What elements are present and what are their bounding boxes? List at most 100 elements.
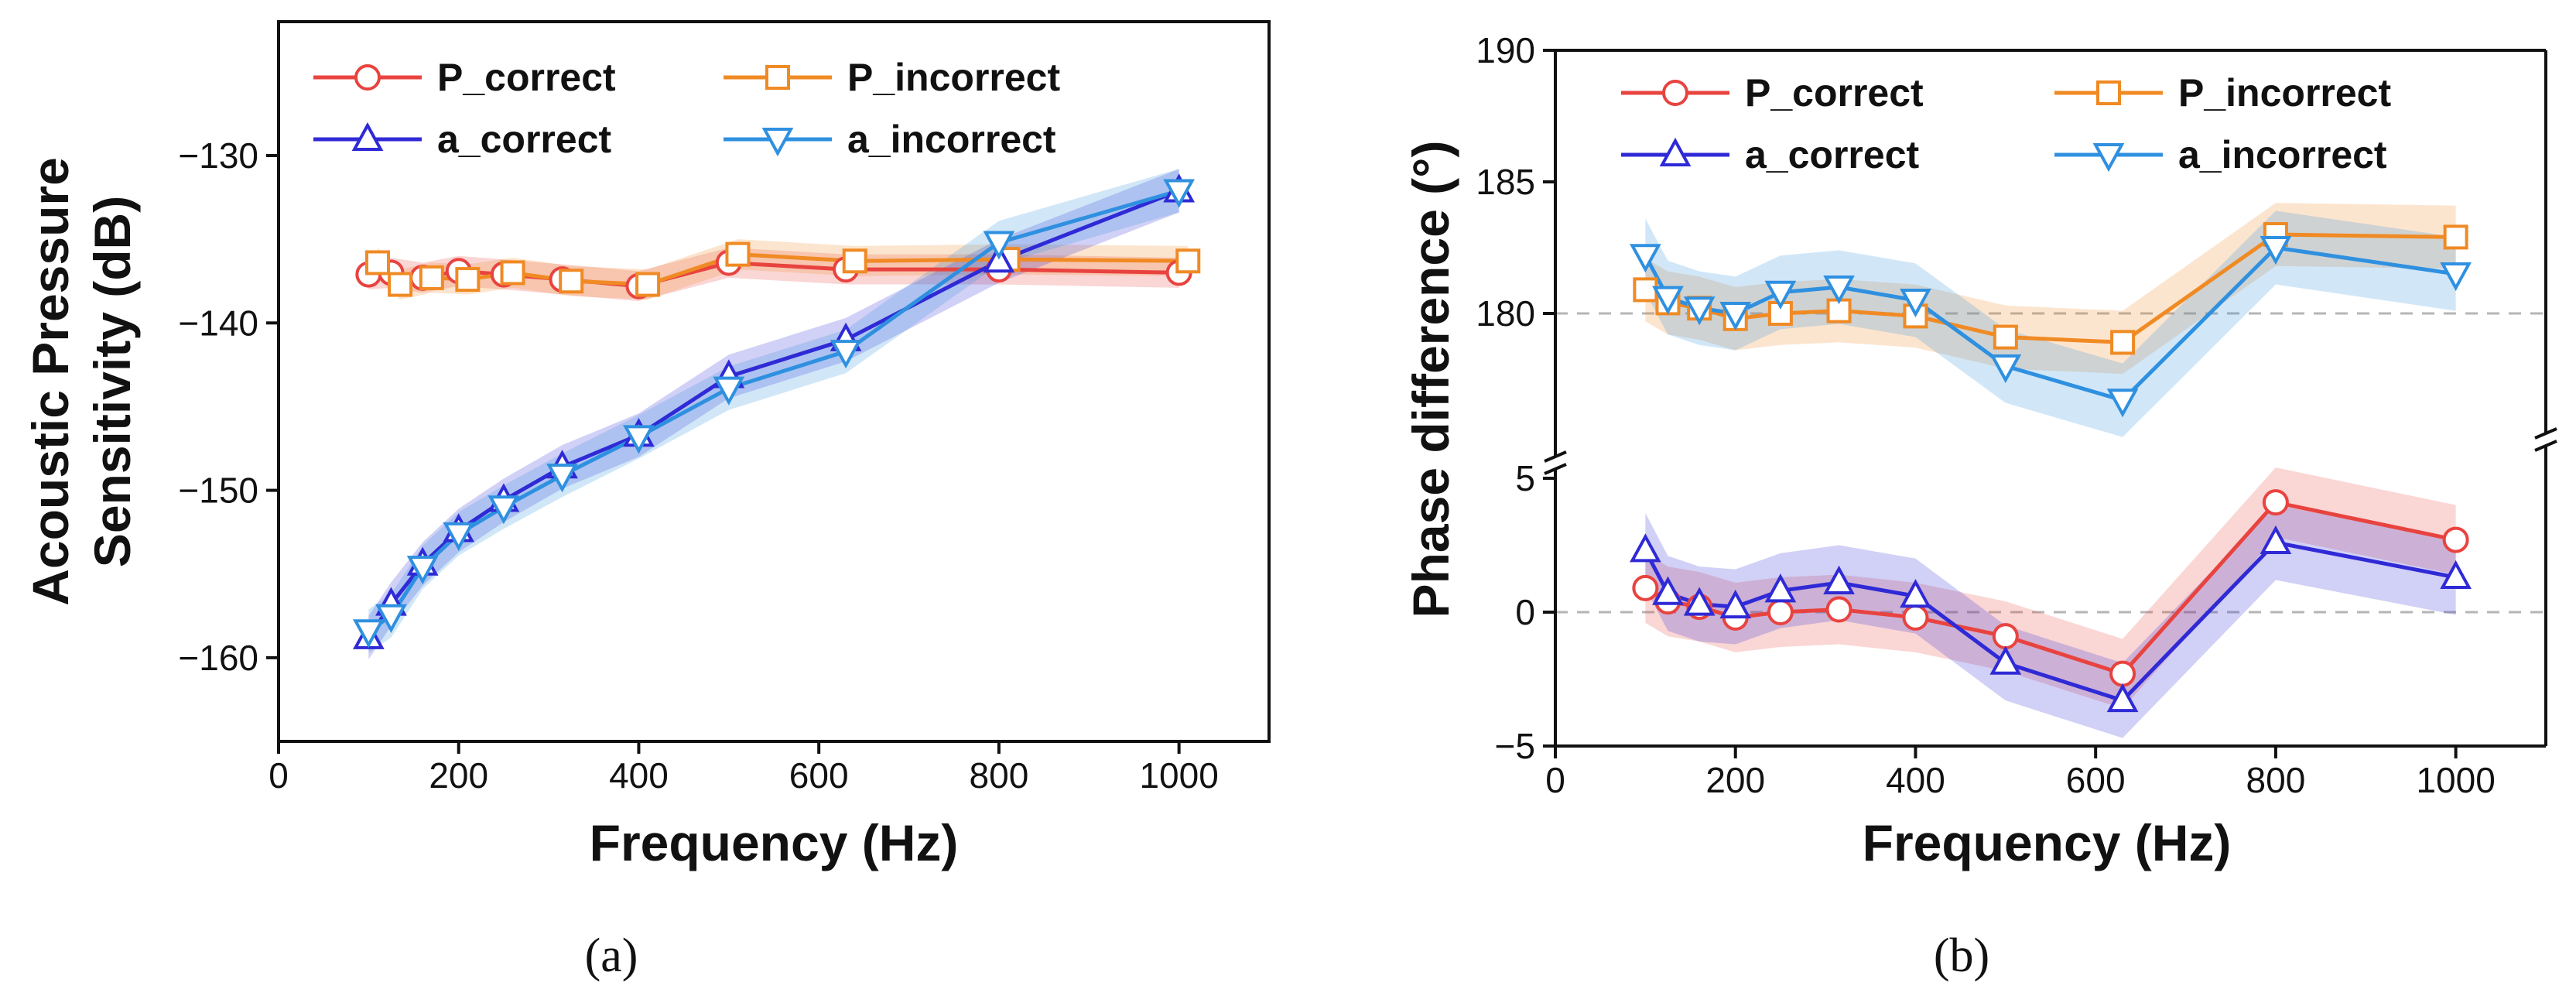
a-xtick-label-800: 800 bbox=[970, 755, 1029, 796]
a-xtick-label-0: 0 bbox=[269, 755, 289, 796]
a-legend-label-a_correct: a_correct bbox=[437, 118, 611, 161]
b-xlabel: Frequency (Hz) bbox=[1863, 814, 2232, 871]
b-upper-ytick-label-180: 180 bbox=[1476, 293, 1535, 334]
b-point-a_correct-6 bbox=[1900, 579, 1931, 608]
b-point-P_incorrect-10 bbox=[2443, 224, 2468, 250]
a-legend-label-a_incorrect: a_incorrect bbox=[847, 118, 1056, 161]
b-point-a_correct-1 bbox=[1652, 576, 1684, 605]
a-point-a_incorrect-0 bbox=[352, 619, 385, 649]
a-point-a_incorrect-3 bbox=[443, 522, 475, 551]
b-legend: P_correct P_incorrect a_correct a_incorrect bbox=[1621, 71, 2391, 176]
a-point-P_incorrect-6 bbox=[635, 272, 661, 297]
plot-a-frame bbox=[277, 20, 1271, 743]
a-ytick-label--160: −160 bbox=[178, 638, 258, 678]
b-band-P_incorrect bbox=[1645, 203, 2456, 375]
b-upper-ytick-label-190: 190 bbox=[1476, 30, 1535, 70]
b-legend-marker-P_incorrect bbox=[2096, 80, 2121, 105]
b-xtick-label-0: 0 bbox=[1545, 760, 1565, 800]
b-point-a_correct-0 bbox=[1629, 533, 1661, 563]
a-point-a_incorrect-10 bbox=[1163, 179, 1196, 208]
b-xtick-label-800: 800 bbox=[2246, 760, 2306, 800]
b-break-left-1 bbox=[1544, 450, 1567, 463]
b-point-a_correct-4 bbox=[1764, 573, 1797, 603]
panel-a: 0 200 400 600 800 1000 −160 −150 −140 −130 P_cor… bbox=[22, 20, 1271, 982]
b-upper-ytick-label-185: 185 bbox=[1476, 162, 1535, 202]
b-point-P_correct-4 bbox=[1767, 599, 1794, 625]
a-legend: P_correct P_incorrect a_correct a_incorrect bbox=[313, 56, 1060, 161]
b-reference-lines bbox=[1555, 312, 2546, 614]
b-break-right-1 bbox=[2534, 427, 2557, 440]
a-ylabel-line1: Acoustic Pressure bbox=[22, 157, 79, 606]
a-legend-marker-a_correct bbox=[351, 122, 384, 151]
b-point-P_correct-6 bbox=[1902, 604, 1929, 631]
b-point-a_correct-2 bbox=[1683, 587, 1716, 616]
panel-a-label: (a) bbox=[585, 929, 638, 982]
a-point-a_incorrect-6 bbox=[623, 425, 655, 454]
a-point-P_incorrect-3 bbox=[455, 267, 481, 293]
a-point-P_incorrect-0 bbox=[365, 250, 390, 276]
b-point-a_correct-5 bbox=[1823, 565, 1855, 594]
b-point-a_incorrect-7 bbox=[1989, 354, 2022, 384]
a-point-P_incorrect-7 bbox=[725, 241, 751, 267]
a-xtick-label-200: 200 bbox=[429, 755, 488, 796]
a-ylabel-line2: Sensitivity (dB) bbox=[84, 196, 141, 567]
b-point-P_correct-0 bbox=[1632, 574, 1659, 601]
a-legend-label-P_incorrect: P_incorrect bbox=[847, 56, 1060, 99]
b-point-a_correct-3 bbox=[1719, 589, 1752, 619]
b-point-a_correct-8 bbox=[2106, 683, 2139, 713]
b-point-P_incorrect-7 bbox=[1993, 324, 2018, 350]
b-point-a_incorrect-10 bbox=[2440, 262, 2472, 292]
b-x-ticks: 0 200 400 600 800 1000 bbox=[1545, 746, 2496, 800]
a-x-ticks: 0 200 400 600 800 1000 bbox=[269, 741, 1219, 796]
a-xtick-label-1000: 1000 bbox=[1139, 755, 1218, 796]
b-point-a_incorrect-8 bbox=[2106, 388, 2139, 418]
b-break-left-2 bbox=[1544, 463, 1567, 475]
a-band-a_incorrect bbox=[368, 169, 1179, 653]
a-xtick-label-600: 600 bbox=[789, 755, 849, 796]
b-point-a_incorrect-5 bbox=[1823, 276, 1855, 305]
a-ytick-label--140: −140 bbox=[178, 303, 258, 343]
b-legend-label-P_incorrect: P_incorrect bbox=[2178, 71, 2391, 115]
b-xtick-label-200: 200 bbox=[1705, 760, 1765, 800]
b-point-a_incorrect-4 bbox=[1764, 280, 1797, 310]
b-point-a_correct-10 bbox=[2440, 560, 2472, 590]
a-markers bbox=[352, 173, 1201, 649]
b-lower-ytick-label-5: 5 bbox=[1515, 458, 1535, 498]
a-legend-marker-P_incorrect bbox=[765, 65, 790, 90]
b-point-a_incorrect-6 bbox=[1900, 289, 1931, 318]
a-ytick-label--130: −130 bbox=[178, 135, 258, 176]
panel-b-label: (b) bbox=[1934, 929, 1989, 982]
b-markers bbox=[1629, 222, 2472, 713]
a-point-P_incorrect-8 bbox=[842, 248, 867, 274]
plot-b-frame bbox=[1544, 49, 2557, 748]
a-point-a_incorrect-2 bbox=[406, 556, 439, 585]
b-point-a_incorrect-9 bbox=[2260, 236, 2292, 265]
a-point-P_incorrect-2 bbox=[419, 265, 444, 290]
a-legend-label-P_correct: P_correct bbox=[437, 56, 616, 99]
a-point-a_incorrect-9 bbox=[983, 231, 1015, 260]
b-lower-ytick-label--5: −5 bbox=[1495, 726, 1535, 766]
a-point-a_incorrect-4 bbox=[487, 495, 520, 525]
b-y-ticks: 180 185 190 −5 0 5 bbox=[1476, 30, 1555, 766]
a-point-P_incorrect-4 bbox=[500, 260, 525, 286]
a-y-ticks: −160 −150 −140 −130 bbox=[178, 135, 279, 678]
b-point-P_correct-9 bbox=[2262, 489, 2289, 516]
b-xtick-label-400: 400 bbox=[1886, 760, 1945, 800]
b-xtick-label-600: 600 bbox=[2066, 760, 2126, 800]
b-legend-label-a_incorrect: a_incorrect bbox=[2178, 133, 2387, 176]
a-band-a_correct bbox=[368, 169, 1179, 660]
b-point-P_correct-5 bbox=[1825, 596, 1852, 623]
a-point-a_incorrect-1 bbox=[375, 604, 407, 633]
b-legend-marker-P_correct bbox=[1662, 80, 1688, 106]
b-point-a_incorrect-1 bbox=[1652, 286, 1684, 315]
b-legend-label-a_correct: a_correct bbox=[1745, 133, 1919, 176]
b-legend-marker-a_correct bbox=[1659, 137, 1692, 166]
b-point-P_incorrect-0 bbox=[1633, 277, 1658, 303]
b-point-a_correct-9 bbox=[2260, 525, 2292, 555]
b-lower-ytick-label-0: 0 bbox=[1515, 592, 1535, 632]
b-point-a_incorrect-2 bbox=[1683, 296, 1716, 326]
a-xlabel: Frequency (Hz) bbox=[590, 814, 959, 871]
a-legend-marker-P_correct bbox=[354, 64, 381, 91]
b-point-P_correct-7 bbox=[1992, 623, 2019, 650]
